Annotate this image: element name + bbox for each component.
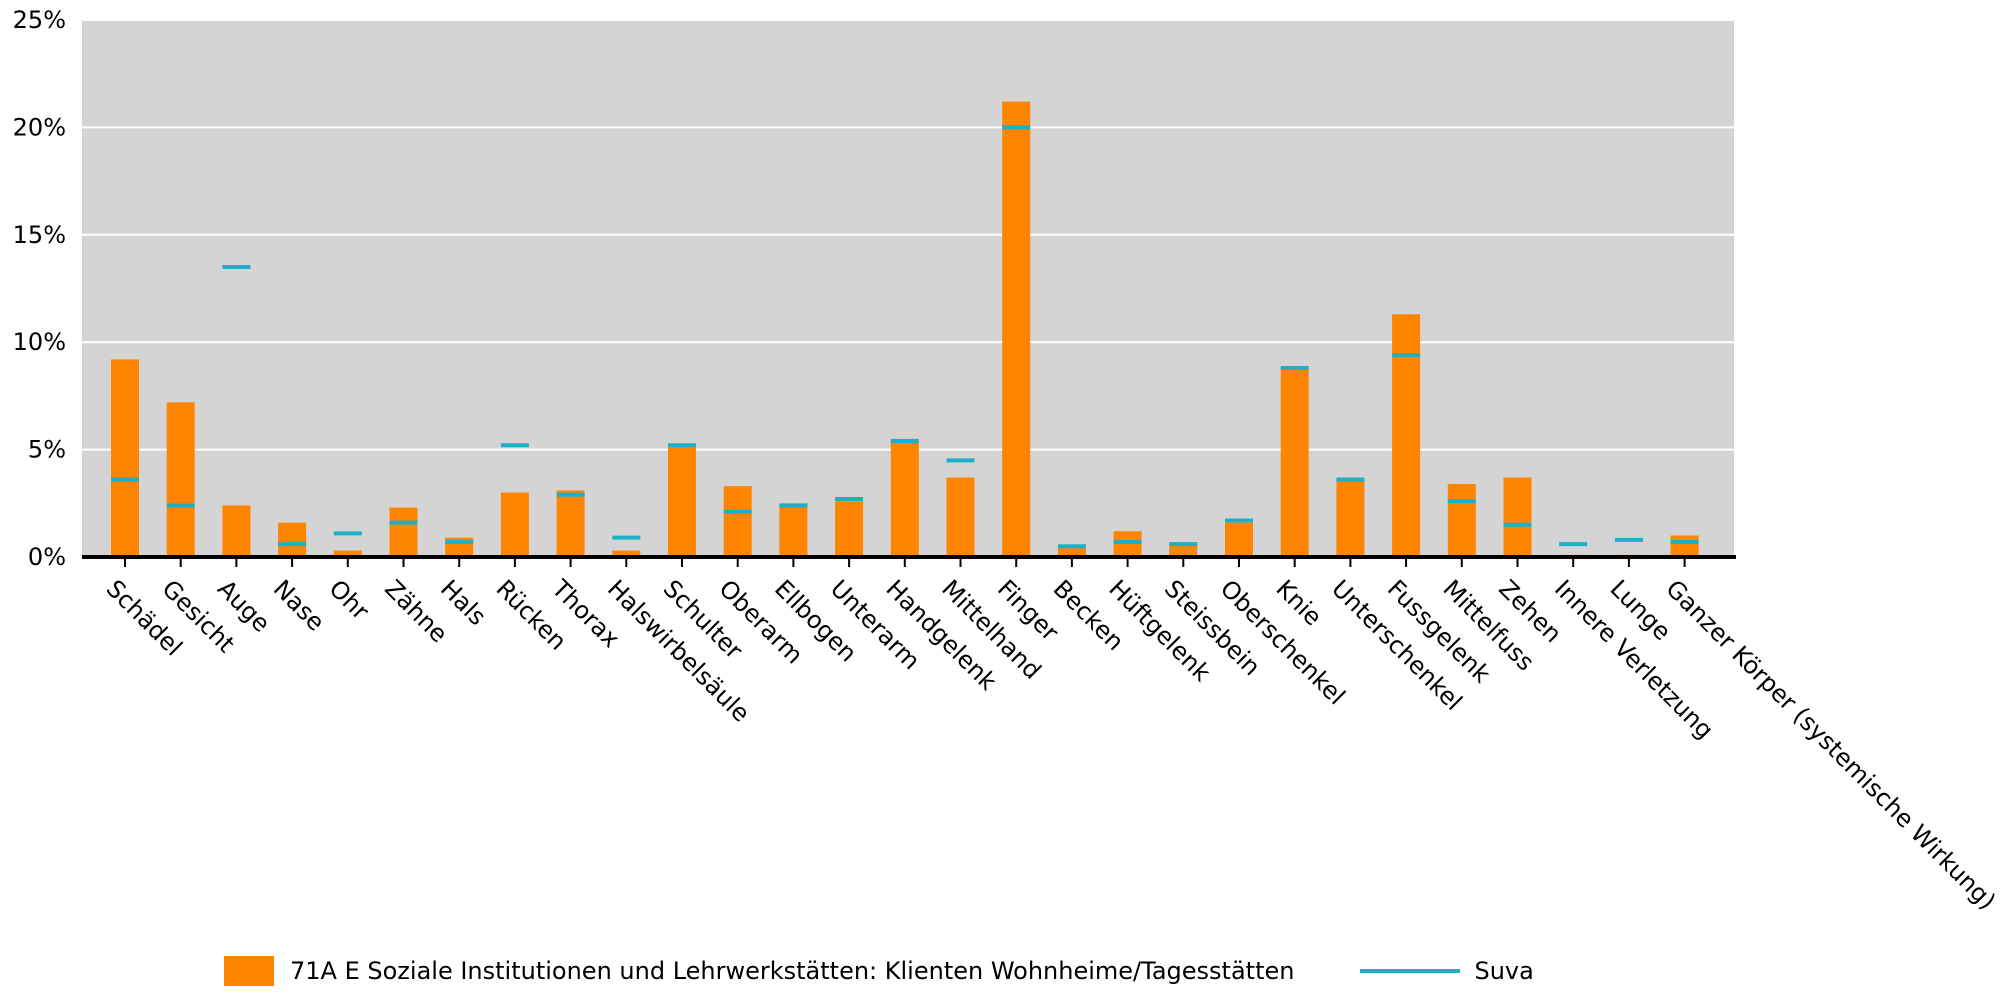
bar	[111, 359, 139, 557]
y-tick-label: 25%	[13, 6, 66, 34]
legend-item-bars: 71A E Soziale Institutionen und Lehrwerk…	[224, 956, 1294, 986]
legend-swatch-line	[1360, 969, 1461, 973]
bar	[333, 550, 362, 557]
bar	[556, 490, 585, 557]
bar	[389, 507, 418, 557]
bar	[1113, 531, 1142, 557]
bar	[1336, 477, 1365, 557]
bar	[1503, 477, 1532, 557]
bar	[1392, 314, 1421, 557]
category-label: Ganzer Körper (systemische Wirkung)	[1660, 574, 2001, 915]
bar	[278, 522, 307, 557]
bar	[723, 486, 752, 557]
bar	[612, 550, 641, 557]
y-tick-label: 10%	[13, 328, 66, 356]
y-tick-label: 20%	[13, 113, 66, 141]
bar	[1225, 522, 1253, 557]
bar	[835, 501, 864, 557]
bar	[890, 438, 919, 557]
x-axis-ticks	[124, 557, 1686, 567]
bar	[668, 445, 696, 557]
category-label: Nase	[268, 574, 330, 636]
legend-swatch-bar	[224, 956, 274, 986]
bar	[166, 402, 195, 557]
y-tick-label: 15%	[13, 221, 66, 249]
category-label: Zähne	[379, 574, 453, 648]
legend: 71A E Soziale Institutionen und Lehrwerk…	[224, 953, 1534, 989]
bar	[1169, 544, 1198, 557]
bars	[111, 101, 1699, 558]
y-tick-label: 0%	[28, 543, 66, 571]
bar	[222, 505, 251, 557]
y-tick-label: 5%	[28, 436, 66, 464]
bar	[500, 492, 529, 557]
gridlines	[82, 19, 1734, 451]
bar	[1280, 367, 1309, 557]
suva-markers	[111, 125, 1699, 549]
bar	[1447, 483, 1476, 557]
bar	[946, 477, 975, 557]
y-axis-tick-labels: 0% 5% 10% 15% 20% 25%	[13, 6, 66, 571]
bar	[779, 503, 808, 557]
bar	[1057, 546, 1086, 557]
bar	[1002, 101, 1031, 558]
bar	[1670, 535, 1699, 557]
legend-item-suva: Suva	[1294, 957, 1534, 985]
legend-label-bars: 71A E Soziale Institutionen und Lehrwerk…	[290, 957, 1295, 985]
legend-label-suva: Suva	[1474, 957, 1534, 985]
category-label: Ohr	[324, 574, 375, 625]
